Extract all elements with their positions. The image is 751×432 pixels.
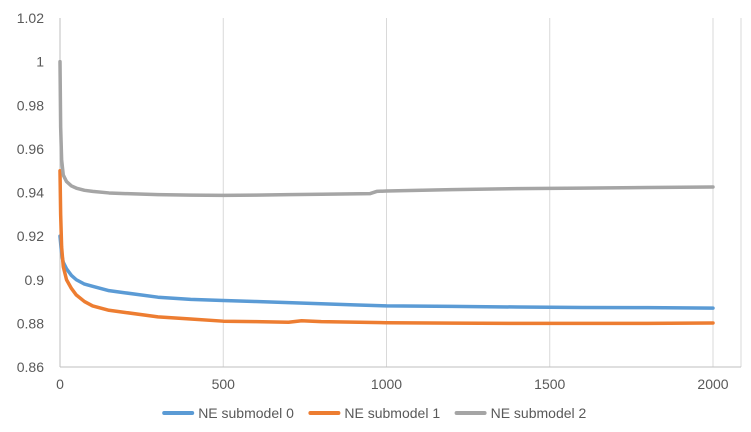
series-line-2	[58, 59, 715, 198]
y-tick-label: 0.98	[17, 97, 44, 113]
legend-item-0: NE submodel 0	[162, 405, 294, 421]
legend-label: NE submodel 0	[198, 405, 294, 421]
legend: NE submodel 0 NE submodel 1 NE submodel 2	[162, 405, 587, 421]
x-tick-labels: 0 500 1000 1500 2000	[56, 376, 729, 392]
y-tick-label: 1.02	[17, 10, 44, 26]
series-lines	[58, 59, 715, 326]
y-tick-labels: 0.86 0.88 0.9 0.92 0.94 0.96 0.98 1 1.02	[17, 10, 44, 375]
series-line-1	[58, 168, 715, 326]
x-tick-label: 1000	[371, 376, 402, 392]
y-tick-label: 0.86	[17, 359, 44, 375]
legend-item-2: NE submodel 2	[454, 405, 587, 421]
x-tick-label: 500	[212, 376, 236, 392]
y-tick-label: 0.92	[17, 228, 44, 244]
y-tick-label: 0.9	[25, 272, 45, 288]
y-tick-label: 0.94	[17, 185, 44, 201]
x-tick-label: 1500	[534, 376, 565, 392]
y-tick-label: 0.96	[17, 141, 44, 157]
y-tick-label: 0.88	[17, 315, 44, 331]
series-line-0	[58, 234, 715, 310]
legend-item-1: NE submodel 1	[308, 405, 440, 421]
legend-label: NE submodel 2	[491, 405, 587, 421]
legend-label: NE submodel 1	[344, 405, 440, 421]
y-tick-label: 1	[36, 54, 44, 70]
x-tick-label: 0	[56, 376, 64, 392]
x-tick-label: 2000	[697, 376, 728, 392]
